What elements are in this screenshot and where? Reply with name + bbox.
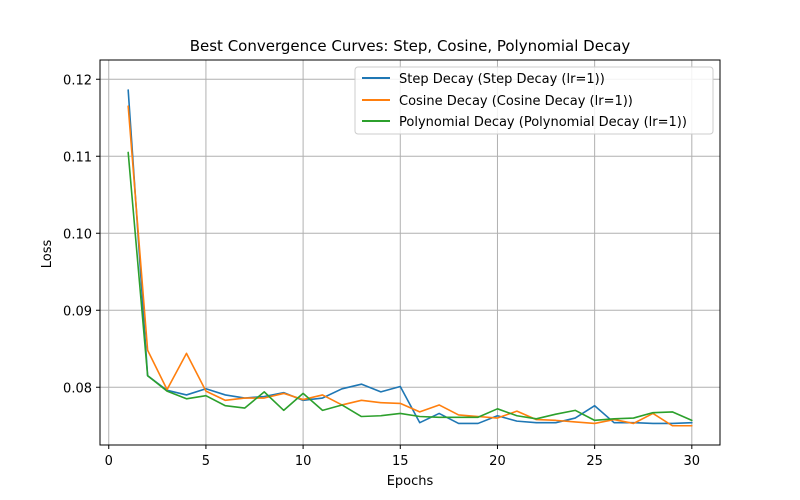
series-line-step: [127, 89, 693, 425]
y-axis-ticks: 0.08 0.09 0.10 0.11 0.12: [63, 73, 100, 396]
legend: Step Decay (Step Decay (lr=1)) Cosine De…: [354, 66, 714, 135]
legend-box: [354, 66, 714, 135]
x-tick-label: 0: [105, 454, 113, 469]
x-tick-label: 10: [295, 454, 312, 469]
series-line-polynomial: [127, 151, 693, 422]
x-axis-ticks: 0 5 10 15 20 25 30: [105, 445, 700, 469]
x-tick-label: 30: [684, 454, 701, 469]
plot-frame: [99, 59, 721, 446]
series-layer: [127, 89, 693, 427]
x-tick-label: 25: [586, 454, 603, 469]
x-tick-label: 5: [202, 454, 210, 469]
y-tick-label: 0.12: [63, 73, 92, 88]
y-tick-label: 0.11: [63, 150, 92, 165]
legend-label-cosine: Cosine Decay (Cosine Decay (lr=1)): [399, 94, 633, 109]
y-axis-label: Loss: [40, 240, 55, 269]
x-tick-label: 20: [489, 454, 506, 469]
chart-title: Best Convergence Curves: Step, Cosine, P…: [190, 37, 631, 55]
y-tick-label: 0.08: [63, 381, 92, 396]
x-tick-label: 15: [392, 454, 409, 469]
legend-label-polynomial: Polynomial Decay (Polynomial Decay (lr=1…: [399, 115, 687, 130]
series-line-cosine: [127, 105, 693, 427]
x-axis-label: Epochs: [387, 474, 434, 489]
y-tick-label: 0.09: [63, 304, 92, 319]
legend-label-step: Step Decay (Step Decay (lr=1)): [399, 72, 605, 87]
y-tick-label: 0.10: [63, 227, 92, 242]
